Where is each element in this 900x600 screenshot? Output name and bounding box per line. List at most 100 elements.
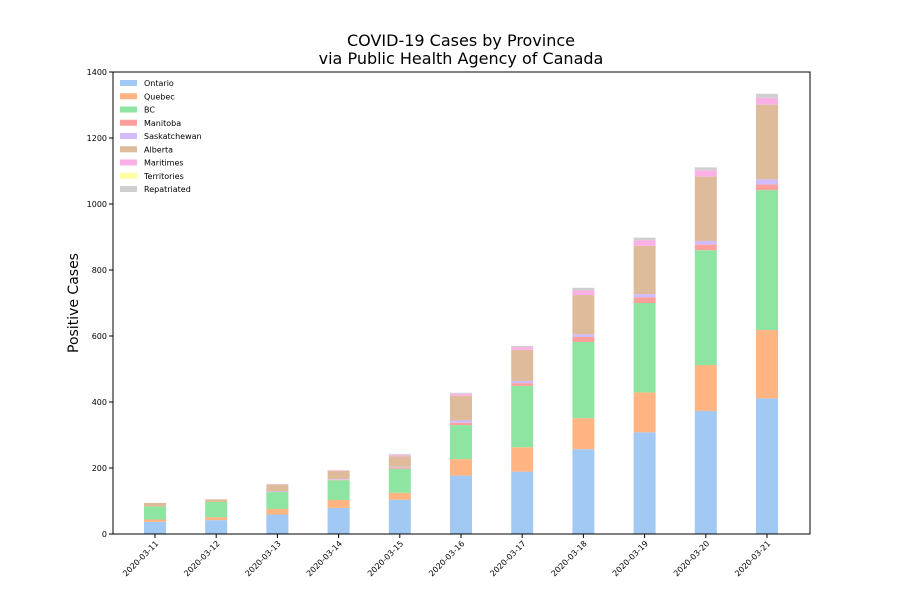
bar-segment-ontario-2020-03-20 [694, 410, 717, 534]
bar-segment-ontario-2020-03-19 [633, 432, 656, 534]
bar-segment-alberta-2020-03-17 [511, 349, 534, 381]
legend-label-repatriated: Repatriated [144, 185, 191, 194]
x-tick-label: 2020-03-12 [182, 539, 221, 578]
y-tick-label: 400 [92, 398, 107, 407]
bar-segment-saskatchewan-2020-03-18 [572, 334, 595, 337]
bar-segment-manitoba-2020-03-15 [388, 467, 411, 469]
bar-segment-quebec-2020-03-21 [756, 330, 778, 399]
chart-subtitle: via Public Health Agency of Canada [319, 49, 604, 68]
bar-segment-manitoba-2020-03-16 [450, 422, 472, 426]
bar-segment-alberta-2020-03-16 [450, 395, 472, 421]
legend-swatch-maritimes [120, 159, 137, 166]
bar-segment-alberta-2020-03-19 [633, 245, 656, 295]
bar-segment-maritimes-2020-03-20 [694, 170, 717, 177]
x-tick-label: 2020-03-18 [550, 539, 589, 578]
x-tick-label: 2020-03-14 [305, 539, 344, 578]
x-tick-label: 2020-03-19 [611, 539, 650, 578]
bar-segment-bc-2020-03-17 [511, 385, 534, 448]
legend-label-alberta: Alberta [144, 145, 173, 154]
bar-segment-manitoba-2020-03-20 [694, 244, 717, 251]
legend-swatch-bc [120, 106, 137, 113]
legend-swatch-manitoba [120, 119, 137, 126]
bar-segment-quebec-2020-03-20 [694, 365, 717, 411]
bar-segment-manitoba-2020-03-21 [756, 184, 778, 191]
bar-segment-maritimes-2020-03-18 [572, 290, 595, 296]
bar-segment-quebec-2020-03-15 [388, 492, 411, 500]
legend-label-manitoba: Manitoba [144, 119, 181, 128]
y-tick-label: 800 [92, 266, 107, 275]
bar-segment-repatriated-2020-03-18 [572, 287, 595, 291]
bar-segment-bc-2020-03-21 [756, 190, 778, 331]
bar-segment-ontario-2020-03-11 [144, 521, 166, 534]
legend-swatch-territories [120, 172, 137, 179]
y-tick-label: 1000 [87, 200, 107, 209]
legend-label-territories: Territories [143, 172, 184, 181]
bar-segment-ontario-2020-03-17 [511, 471, 534, 534]
y-tick-label: 1400 [87, 68, 107, 77]
bar-segment-alberta-2020-03-20 [694, 176, 717, 241]
bar-segment-maritimes-2020-03-21 [756, 97, 778, 105]
bar-segment-manitoba-2020-03-19 [633, 297, 656, 303]
bar-segment-maritimes-2020-03-15 [388, 455, 411, 457]
bar-segment-repatriated-2020-03-17 [511, 345, 534, 348]
y-tick-label: 0 [102, 530, 107, 539]
bar-segment-quebec-2020-03-14 [327, 500, 350, 508]
y-tick-label: 1200 [87, 134, 107, 143]
bar-segment-bc-2020-03-14 [327, 480, 350, 501]
bar-segment-quebec-2020-03-12 [205, 517, 228, 521]
bar-segment-maritimes-2020-03-19 [633, 240, 656, 246]
bar-segment-ontario-2020-03-18 [572, 449, 595, 534]
x-tick-label: 2020-03-20 [672, 539, 711, 578]
axes: 0 200 400 600 800 1000 1200 1400 2020-03-11 2020-… [87, 68, 773, 578]
bar-segment-quebec-2020-03-17 [511, 447, 534, 472]
x-tick-label: 2020-03-16 [427, 539, 466, 578]
legend-swatch-repatriated [120, 186, 137, 192]
bar-segment-bc-2020-03-15 [388, 468, 411, 493]
bar-segment-alberta-2020-03-12 [205, 499, 228, 502]
legend-label-saskatchewan: Saskatchewan [144, 132, 202, 141]
bar-segment-alberta-2020-03-18 [572, 295, 595, 335]
bar-segment-bc-2020-03-12 [205, 501, 228, 518]
x-tick-label: 2020-03-15 [366, 539, 405, 578]
bar-segment-ontario-2020-03-13 [266, 514, 289, 534]
bar-segment-bc-2020-03-18 [572, 341, 595, 419]
bar-segment-ontario-2020-03-15 [388, 499, 411, 534]
bar-segment-manitoba-2020-03-17 [511, 383, 534, 386]
bar-segment-saskatchewan-2020-03-16 [450, 420, 472, 423]
bar-segment-manitoba-2020-03-18 [572, 336, 595, 342]
bar-segment-quebec-2020-03-19 [633, 392, 656, 433]
bar-segment-ontario-2020-03-16 [450, 475, 472, 534]
bar-segment-repatriated-2020-03-20 [694, 167, 717, 171]
bar-segment-bc-2020-03-13 [266, 492, 289, 509]
y-tick-label: 600 [92, 332, 107, 341]
legend-swatch-saskatchewan [120, 133, 137, 139]
bar-segment-bc-2020-03-20 [694, 250, 717, 366]
bar-segment-repatriated-2020-03-21 [756, 93, 778, 98]
chart-title: COVID-19 Cases by Province [347, 31, 575, 50]
bar-segment-alberta-2020-03-21 [756, 104, 778, 180]
bar-segment-alberta-2020-03-14 [327, 470, 350, 480]
x-tick-label: 2020-03-13 [244, 539, 283, 578]
bar-segment-quebec-2020-03-11 [144, 519, 166, 522]
legend-swatch-quebec [120, 93, 137, 100]
legend-label-bc: BC [144, 106, 155, 115]
legend: Ontario Quebec BC Manitoba Saskatchewan Alber… [120, 79, 202, 194]
x-tick-label: 2020-03-21 [733, 539, 772, 578]
bar-segment-quebec-2020-03-16 [450, 459, 472, 476]
bar-segment-maritimes-2020-03-14 [327, 470, 350, 471]
bar-segment-saskatchewan-2020-03-21 [756, 179, 778, 185]
bar-segment-bc-2020-03-11 [144, 506, 166, 520]
legend-label-ontario: Ontario [144, 79, 174, 88]
bar-segment-saskatchewan-2020-03-13 [266, 491, 289, 493]
bar-segment-ontario-2020-03-12 [205, 520, 228, 534]
x-tick-label: 2020-03-17 [488, 539, 527, 578]
bar-segment-saskatchewan-2020-03-19 [633, 294, 656, 298]
legend-swatch-ontario [120, 80, 137, 86]
legend-label-quebec: Quebec [144, 92, 175, 101]
bar-segment-repatriated-2020-03-16 [450, 392, 472, 394]
legend-label-maritimes: Maritimes [144, 159, 184, 168]
bar-segment-maritimes-2020-03-17 [511, 347, 534, 350]
bar-segment-repatriated-2020-03-15 [388, 454, 411, 456]
bar-segment-bc-2020-03-19 [633, 303, 656, 393]
